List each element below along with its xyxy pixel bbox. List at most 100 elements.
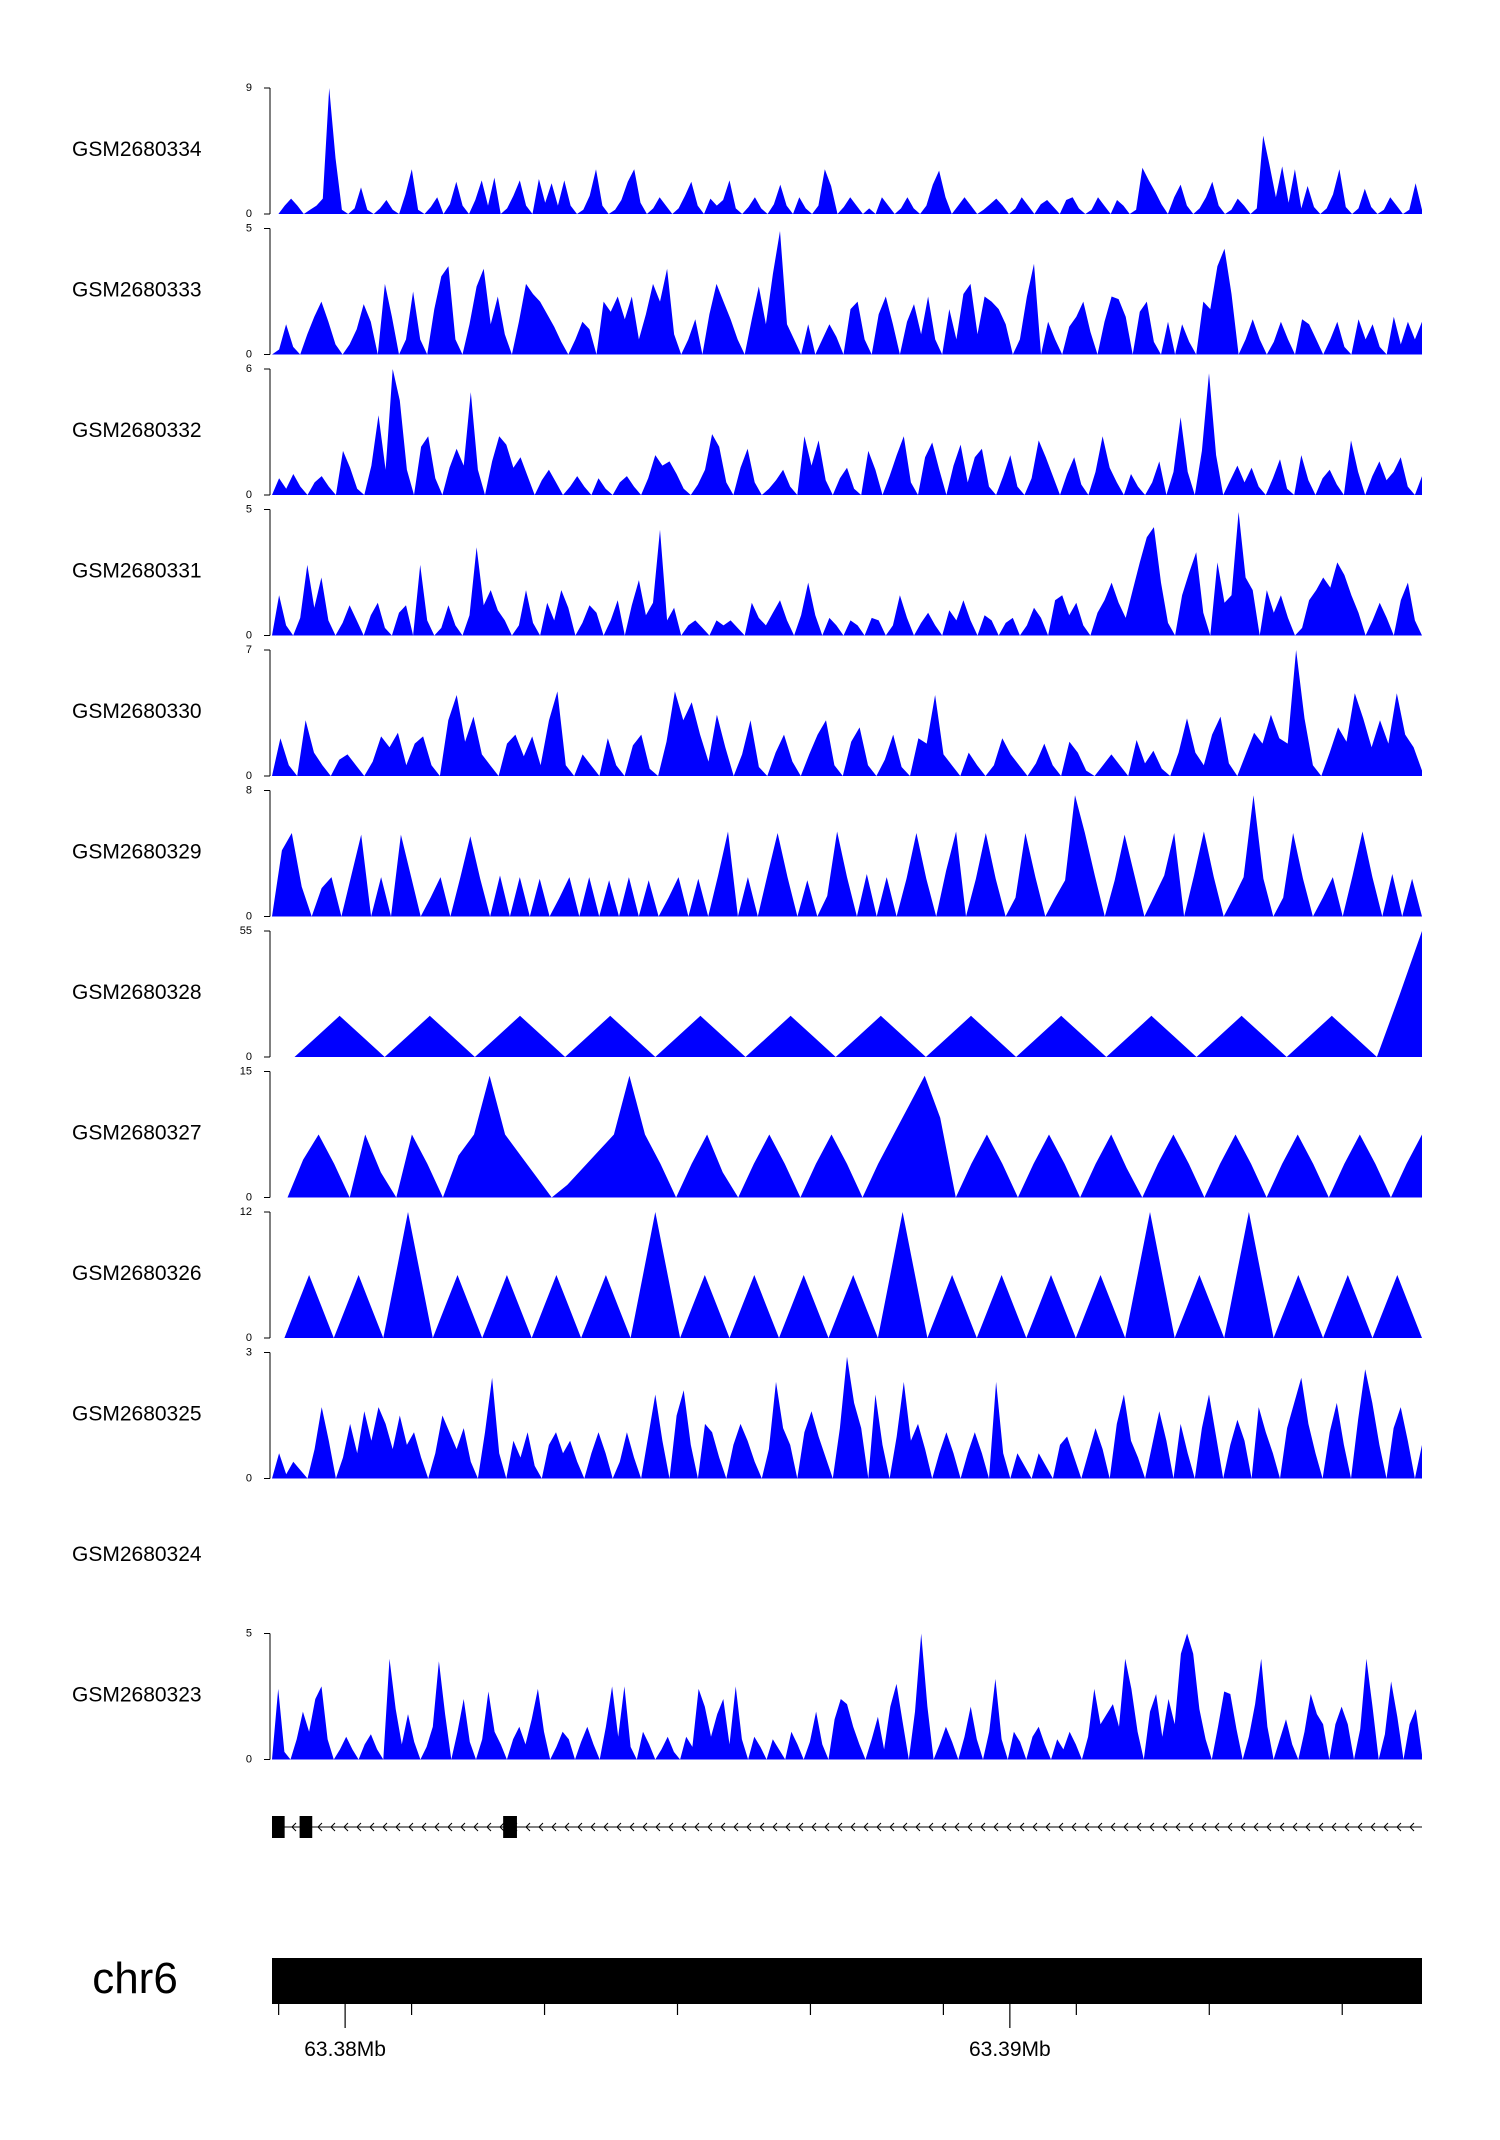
strand-arrow [746, 1822, 752, 1832]
strand-arrow [525, 1822, 531, 1832]
strand-arrow [720, 1822, 726, 1832]
strand-arrow [1214, 1822, 1220, 1832]
strand-arrow [681, 1822, 687, 1832]
strand-arrow [850, 1822, 856, 1832]
strand-arrow [330, 1822, 336, 1832]
strand-arrow [824, 1822, 830, 1832]
strand-arrow [343, 1822, 349, 1832]
strand-arrow [759, 1822, 765, 1832]
track-GSM2680333: GSM2680333 5 0 [72, 223, 1422, 361]
track-label: GSM2680329 [72, 841, 202, 864]
coverage-area [272, 369, 1422, 495]
strand-arrow [967, 1822, 973, 1832]
coverage-area [272, 650, 1422, 776]
strand-arrow [837, 1822, 843, 1832]
strand-arrow [863, 1822, 869, 1832]
strand-arrow [1344, 1822, 1350, 1832]
track-GSM2680331: GSM2680331 5 0 [72, 504, 1422, 642]
strand-arrow [928, 1822, 934, 1832]
track-y-tick-label: 0 [246, 1754, 252, 1766]
axis-tick-label: 63.38Mb [304, 2038, 386, 2061]
coverage-area [287, 1075, 1422, 1198]
strand-arrow [655, 1822, 661, 1832]
strand-arrow [317, 1822, 323, 1832]
track-GSM2680329: GSM2680329 8 0 [72, 785, 1422, 923]
track-y-tick-label: 0 [246, 1051, 252, 1063]
strand-arrow [954, 1822, 960, 1832]
chromosome-ideogram-track: chr6 [92, 1954, 1422, 2004]
strand-arrow [1123, 1822, 1129, 1832]
track-GSM2680330: GSM2680330 7 0 [72, 644, 1422, 782]
chromosome-label: chr6 [92, 1954, 178, 2003]
strand-arrow [772, 1822, 778, 1832]
track-y-tick-label: 0 [246, 349, 252, 361]
strand-arrow [1006, 1822, 1012, 1832]
strand-arrow [798, 1822, 804, 1832]
track-y-tick-label: 8 [246, 785, 252, 797]
strand-arrow [1292, 1822, 1298, 1832]
strand-arrow [551, 1822, 557, 1832]
track-y-tick-label: 9 [246, 82, 252, 94]
strand-arrow [1110, 1822, 1116, 1832]
strand-arrow [889, 1822, 895, 1832]
strand-arrow [902, 1822, 908, 1832]
strand-arrow [577, 1822, 583, 1832]
strand-arrow [408, 1822, 414, 1832]
strand-arrow [1071, 1822, 1077, 1832]
coverage-area [272, 1356, 1422, 1479]
strand-arrow [447, 1822, 453, 1832]
strand-arrow [421, 1822, 427, 1832]
data-tracks: GSM268033490GSM268033350GSM268033260GSM2… [72, 82, 1422, 1766]
track-label: GSM2680330 [72, 700, 202, 723]
track-label: GSM2680332 [72, 419, 202, 442]
strand-arrow [603, 1822, 609, 1832]
strand-arrow [1227, 1822, 1233, 1832]
strand-arrow [1409, 1822, 1415, 1832]
track-y-tick-label: 0 [246, 911, 252, 923]
strand-arrow [1279, 1822, 1285, 1832]
track-label: GSM2680326 [72, 1262, 202, 1285]
strand-arrow [1370, 1822, 1376, 1832]
strand-arrow [616, 1822, 622, 1832]
strand-arrow [369, 1822, 375, 1832]
strand-arrow [694, 1822, 700, 1832]
strand-arrow [1175, 1822, 1181, 1832]
strand-arrow [1331, 1822, 1337, 1832]
track-y-tick-label: 12 [240, 1206, 252, 1218]
track-y-tick-label: 5 [246, 1628, 252, 1640]
strand-arrow [668, 1822, 674, 1832]
axis-tick-label: 63.39Mb [969, 2038, 1051, 2061]
genome-coordinate-axis: 63.38Mb 63.39Mb [278, 1998, 1343, 2061]
strand-arrow [993, 1822, 999, 1832]
track-GSM2680334: GSM2680334 9 0 [72, 82, 1422, 220]
track-label: GSM2680323 [72, 1684, 202, 1707]
strand-arrow [707, 1822, 713, 1832]
coverage-area [272, 795, 1422, 917]
exon-block [503, 1816, 517, 1838]
strand-arrow [811, 1822, 817, 1832]
track-y-tick-label: 0 [246, 1473, 252, 1485]
track-GSM2680332: GSM2680332 6 0 [72, 363, 1422, 501]
coverage-area [272, 1633, 1422, 1760]
coverage-area [272, 88, 1422, 214]
strand-arrow [356, 1822, 362, 1832]
strand-arrow [486, 1822, 492, 1832]
strand-arrow [538, 1822, 544, 1832]
strand-arrow [915, 1822, 921, 1832]
track-y-tick-label: 0 [246, 489, 252, 501]
strand-arrow [642, 1822, 648, 1832]
chromosome-bar [272, 1958, 1422, 2004]
track-GSM2680325: GSM2680325 3 0 [72, 1347, 1422, 1485]
track-label: GSM2680333 [72, 279, 202, 302]
strand-arrow [980, 1822, 986, 1832]
track-y-tick-label: 7 [246, 644, 252, 656]
strand-arrow [1058, 1822, 1064, 1832]
track-y-tick-label: 55 [240, 925, 252, 937]
exon-block [272, 1816, 285, 1838]
strand-arrow [1305, 1822, 1311, 1832]
strand-arrow [434, 1822, 440, 1832]
strand-arrow [629, 1822, 635, 1832]
track-GSM2680324: GSM2680324 [72, 1543, 202, 1566]
track-label: GSM2680331 [72, 560, 202, 583]
